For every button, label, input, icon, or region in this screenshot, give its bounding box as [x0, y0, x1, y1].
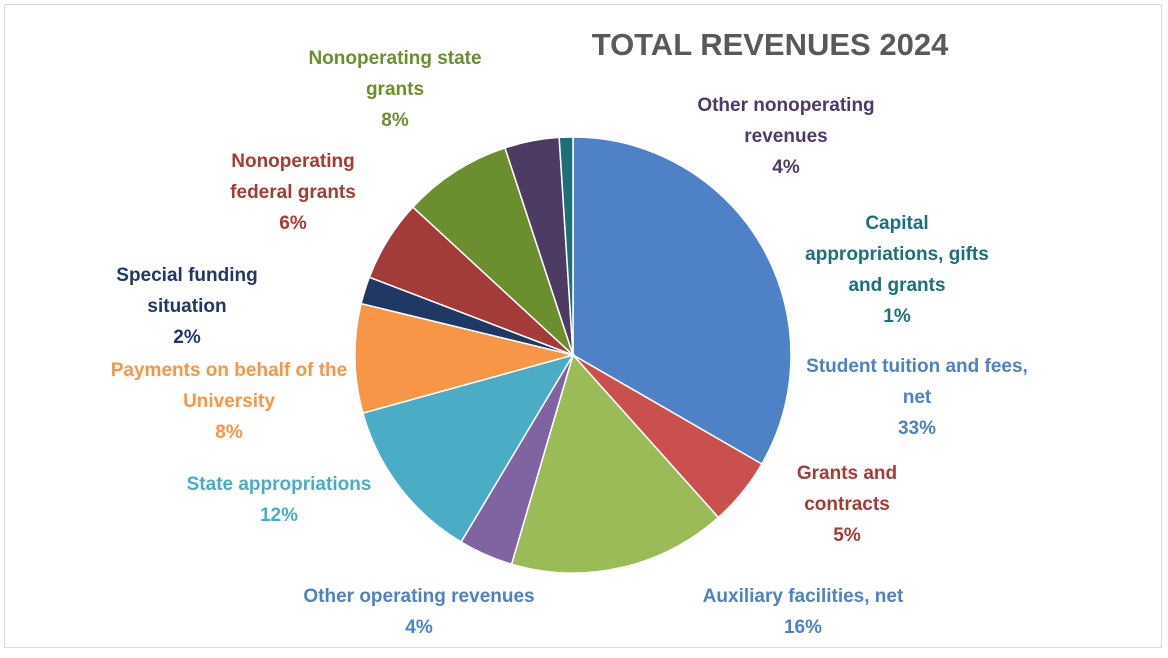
slice-label: Payments on behalf of the University 8%: [109, 355, 349, 448]
category-name: Grants and contracts: [796, 463, 898, 515]
slice-label: Other nonoperating revenues 4%: [666, 90, 906, 183]
slice-label: Student tuition and fees, net 33%: [802, 351, 1032, 444]
pie-slice: [354, 302, 576, 415]
category-name: Nonoperating state grants: [308, 48, 482, 100]
slice-label: Other operating revenues 4%: [259, 581, 579, 643]
value-label: 33%: [897, 418, 937, 439]
chart-title: TOTAL REVENUES 2024: [591, 27, 949, 62]
pie-area: [354, 136, 792, 574]
category-name: Payments on behalf of the University: [110, 360, 348, 412]
slice-label: Capital appropriations, gifts and grants…: [797, 208, 997, 332]
category-name: Nonoperating federal grants: [230, 151, 356, 203]
category-name: Other nonoperating revenues: [697, 95, 875, 147]
category-name: State appropriations: [186, 474, 372, 495]
slice-label: State appropriations 12%: [184, 469, 374, 531]
value-label: 1%: [883, 306, 911, 327]
slice-label: Nonoperating federal grants 6%: [198, 146, 388, 239]
category-name: Other operating revenues: [303, 586, 535, 607]
category-name: Student tuition and fees, net: [806, 356, 1028, 408]
value-label: 8%: [381, 110, 409, 131]
pie-slice: [411, 146, 575, 358]
value-label: 4%: [772, 157, 800, 178]
value-label: 4%: [405, 617, 433, 638]
category-name: Special funding situation: [116, 265, 258, 317]
slice-label: Special funding situation 2%: [87, 260, 287, 353]
pie-slice: [572, 136, 792, 466]
value-label: 16%: [783, 617, 823, 638]
pie-slice: [558, 136, 574, 356]
slice-label: Auxiliary facilities, net 16%: [653, 581, 953, 643]
category-name: Auxiliary facilities, net: [702, 586, 904, 607]
value-label: 2%: [173, 327, 201, 348]
slice-label: Nonoperating state grants 8%: [280, 43, 510, 136]
value-label: 12%: [259, 505, 299, 526]
pie-slice: [510, 353, 720, 574]
slice-label: Grants and contracts 5%: [772, 458, 922, 551]
pie-slice: [361, 353, 575, 544]
category-name: Capital appropriations, gifts and grants: [805, 213, 989, 296]
value-label: 6%: [279, 213, 307, 234]
chart: TOTAL REVENUES 2024 Student tuition and …: [4, 4, 1162, 648]
value-label: 5%: [833, 525, 861, 546]
value-label: 8%: [215, 422, 243, 443]
